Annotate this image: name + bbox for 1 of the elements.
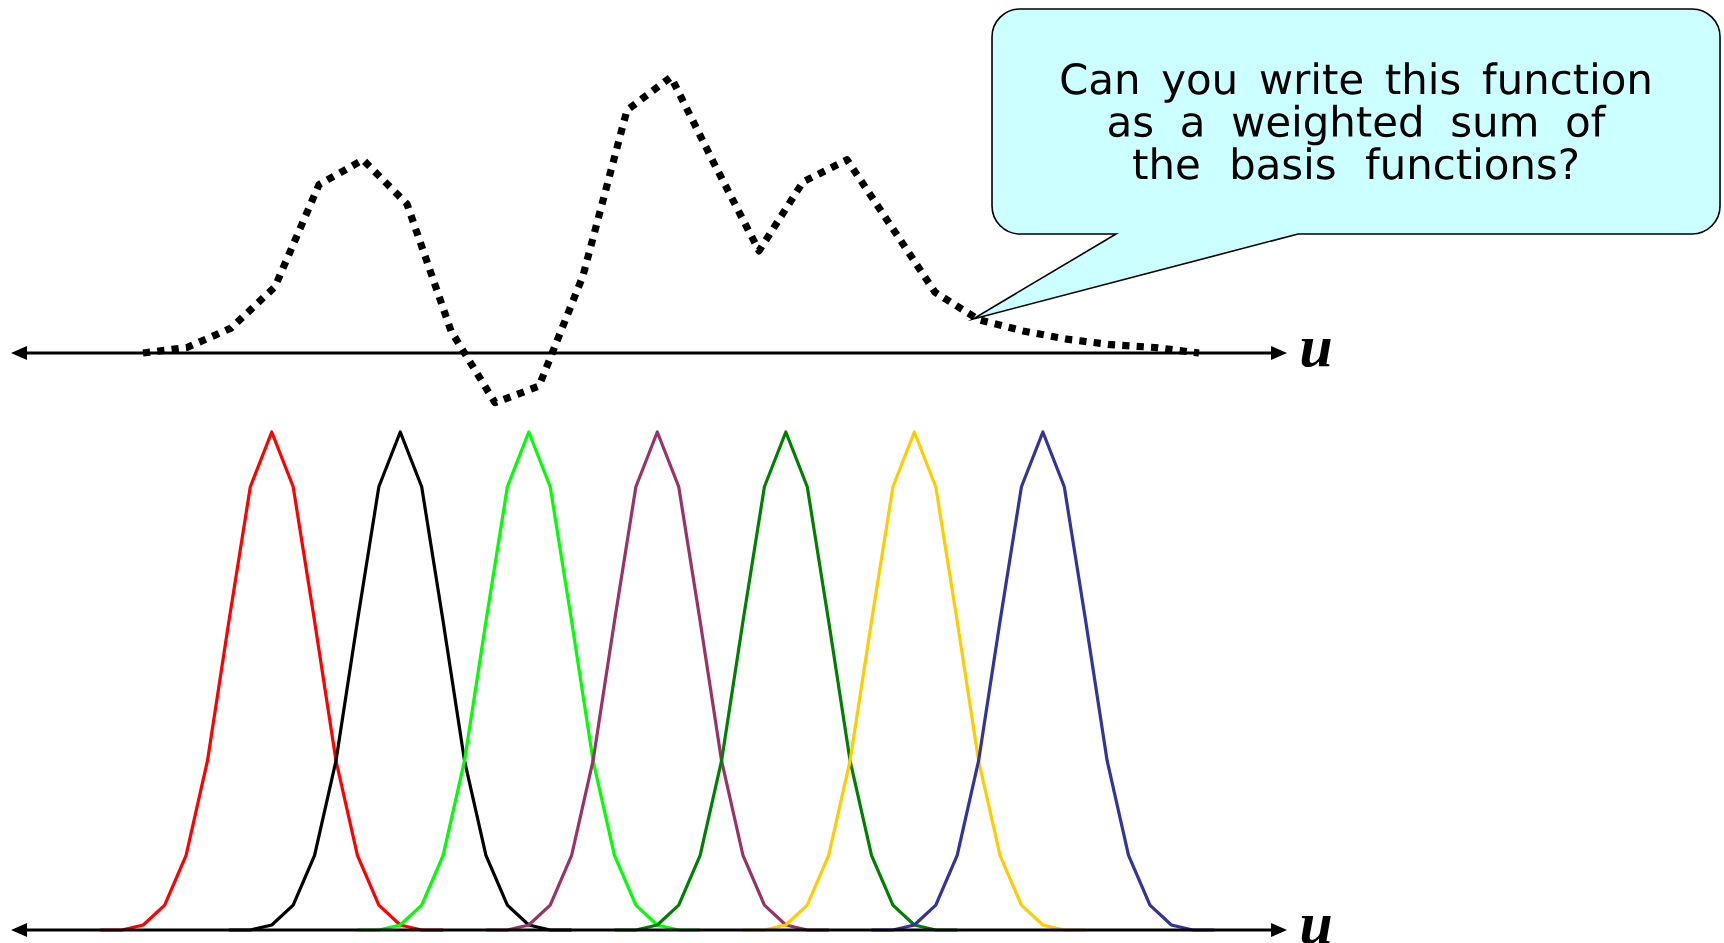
x-axis-title: u — [1301, 338, 1331, 368]
